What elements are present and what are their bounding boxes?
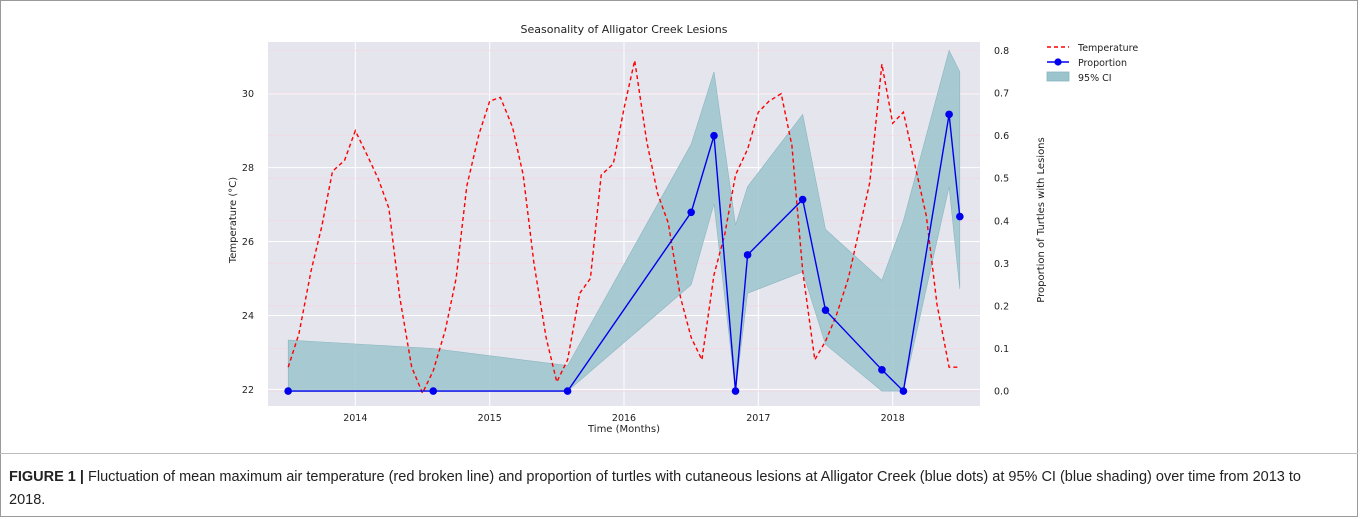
proportion-marker	[687, 208, 695, 217]
x-tick-label: 2018	[881, 413, 905, 424]
y2-tick-label: 0.1	[994, 344, 1009, 355]
figure-caption: FIGURE 1 | Fluctuation of mean maximum a…	[9, 466, 1339, 512]
caption-text: Fluctuation of mean maximum air temperat…	[9, 469, 1301, 508]
legend-proportion-marker	[1054, 58, 1062, 66]
x-tick-label: 2014	[343, 413, 367, 424]
proportion-marker	[743, 251, 752, 259]
y2-tick-label: 0.8	[994, 46, 1009, 57]
legend-proportion-label: Proportion	[1078, 58, 1127, 69]
y-tick-label: 26	[242, 237, 254, 248]
legend: Temperature Proportion 95% CI	[1046, 43, 1138, 84]
proportion-marker	[956, 212, 964, 221]
y-tick-label: 24	[242, 311, 254, 322]
temperature-line	[287, 60, 960, 395]
y-tick-label: 22	[242, 385, 254, 396]
y-axis-label: Temperature (°C)	[228, 177, 239, 264]
legend-ci-swatch	[1046, 71, 1070, 82]
proportion-marker	[429, 387, 438, 395]
x-tick-label: 2015	[478, 413, 502, 424]
x-tick-label: 2016	[612, 413, 636, 424]
y-tick-label: 28	[242, 163, 254, 174]
x-tick-label: 2017	[746, 413, 770, 424]
y2-tick-label: 0.5	[994, 174, 1009, 185]
proportion-marker	[710, 131, 718, 140]
y2-tick-label: 0.6	[994, 131, 1009, 142]
x-axis-label: Time (Months)	[587, 424, 660, 435]
temperature-layer	[287, 60, 960, 395]
y2-tick-label: 0.0	[994, 387, 1009, 398]
legend-ci-label: 95% CI	[1078, 73, 1112, 84]
caption-label: FIGURE 1 |	[9, 469, 84, 485]
y-tick-label: 30	[242, 89, 254, 100]
ci-band	[287, 49, 961, 392]
proportion-marker	[878, 366, 886, 374]
proportion-marker	[945, 110, 953, 119]
seasonality-chart: 2014 2015 2016 2017 2018 22 24 26 28 30 0.0 0.1 0.2 0…	[228, 23, 1138, 435]
y2-tick-label: 0.4	[994, 216, 1009, 227]
legend-temperature-label: Temperature	[1077, 43, 1138, 54]
axes: 2014 2015 2016 2017 2018 22 24 26 28 30 0.0 0.1 0.2 0…	[242, 46, 1009, 424]
proportion-marker	[284, 387, 292, 395]
proportion-marker	[798, 195, 807, 204]
chart-title: Seasonality of Alligator Creek Lesions	[521, 23, 728, 36]
y2-tick-label: 0.2	[994, 301, 1009, 312]
proportion-layer	[284, 110, 964, 395]
caption-divider	[0, 453, 1358, 454]
ci-band-layer	[287, 49, 961, 392]
y2-tick-label: 0.3	[994, 259, 1009, 270]
proportion-marker	[899, 387, 908, 395]
proportion-marker	[731, 387, 740, 395]
proportion-marker	[821, 306, 830, 315]
y2-tick-label: 0.7	[994, 89, 1009, 100]
proportion-marker	[563, 387, 572, 395]
y2-axis-label: Proportion of Turtles with Lesions	[1036, 137, 1047, 302]
